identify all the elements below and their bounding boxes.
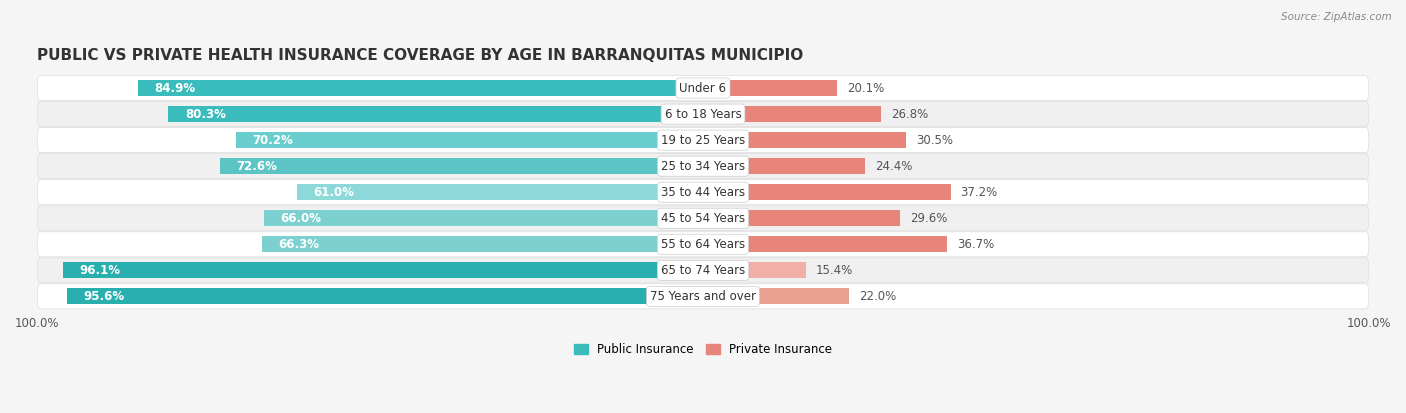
Bar — [138, 80, 703, 96]
Bar — [262, 236, 703, 252]
Text: 66.0%: 66.0% — [280, 212, 321, 225]
FancyBboxPatch shape — [37, 258, 1369, 283]
Bar — [703, 236, 948, 252]
Text: 66.3%: 66.3% — [278, 238, 319, 251]
Text: 37.2%: 37.2% — [960, 186, 998, 199]
FancyBboxPatch shape — [37, 128, 1369, 153]
Text: 25 to 34 Years: 25 to 34 Years — [661, 160, 745, 173]
Text: 30.5%: 30.5% — [917, 134, 953, 147]
FancyBboxPatch shape — [37, 154, 1369, 179]
Bar — [703, 80, 837, 96]
Text: 70.2%: 70.2% — [252, 134, 292, 147]
Bar — [236, 132, 703, 148]
Text: 15.4%: 15.4% — [815, 264, 853, 277]
Text: Source: ZipAtlas.com: Source: ZipAtlas.com — [1281, 12, 1392, 22]
Text: 6 to 18 Years: 6 to 18 Years — [665, 108, 741, 121]
Text: 45 to 54 Years: 45 to 54 Years — [661, 212, 745, 225]
FancyBboxPatch shape — [37, 284, 1369, 309]
Text: 72.6%: 72.6% — [236, 160, 277, 173]
FancyBboxPatch shape — [37, 206, 1369, 231]
FancyBboxPatch shape — [37, 76, 1369, 101]
Text: 19 to 25 Years: 19 to 25 Years — [661, 134, 745, 147]
Text: 80.3%: 80.3% — [186, 108, 226, 121]
Text: 95.6%: 95.6% — [83, 290, 124, 303]
Text: 75 Years and over: 75 Years and over — [650, 290, 756, 303]
Legend: Public Insurance, Private Insurance: Public Insurance, Private Insurance — [569, 338, 837, 361]
Text: 22.0%: 22.0% — [859, 290, 897, 303]
Bar — [703, 158, 866, 174]
Text: 26.8%: 26.8% — [891, 108, 928, 121]
Text: Under 6: Under 6 — [679, 82, 727, 95]
Bar — [703, 132, 905, 148]
Text: 20.1%: 20.1% — [846, 82, 884, 95]
Text: 61.0%: 61.0% — [314, 186, 354, 199]
Bar — [703, 184, 950, 200]
Text: 96.1%: 96.1% — [80, 264, 121, 277]
Bar — [263, 210, 703, 226]
Bar — [169, 106, 703, 122]
FancyBboxPatch shape — [37, 180, 1369, 205]
Bar — [63, 262, 703, 278]
FancyBboxPatch shape — [37, 232, 1369, 257]
Bar — [66, 288, 703, 304]
FancyBboxPatch shape — [37, 102, 1369, 127]
Bar — [703, 106, 882, 122]
Text: 35 to 44 Years: 35 to 44 Years — [661, 186, 745, 199]
Bar — [703, 262, 806, 278]
Text: 24.4%: 24.4% — [876, 160, 912, 173]
Text: 36.7%: 36.7% — [957, 238, 994, 251]
Bar — [219, 158, 703, 174]
Text: 84.9%: 84.9% — [155, 82, 195, 95]
Bar — [703, 210, 900, 226]
Text: 65 to 74 Years: 65 to 74 Years — [661, 264, 745, 277]
Text: 29.6%: 29.6% — [910, 212, 948, 225]
Text: PUBLIC VS PRIVATE HEALTH INSURANCE COVERAGE BY AGE IN BARRANQUITAS MUNICIPIO: PUBLIC VS PRIVATE HEALTH INSURANCE COVER… — [37, 48, 803, 63]
Bar — [297, 184, 703, 200]
Text: 55 to 64 Years: 55 to 64 Years — [661, 238, 745, 251]
Bar — [703, 288, 849, 304]
